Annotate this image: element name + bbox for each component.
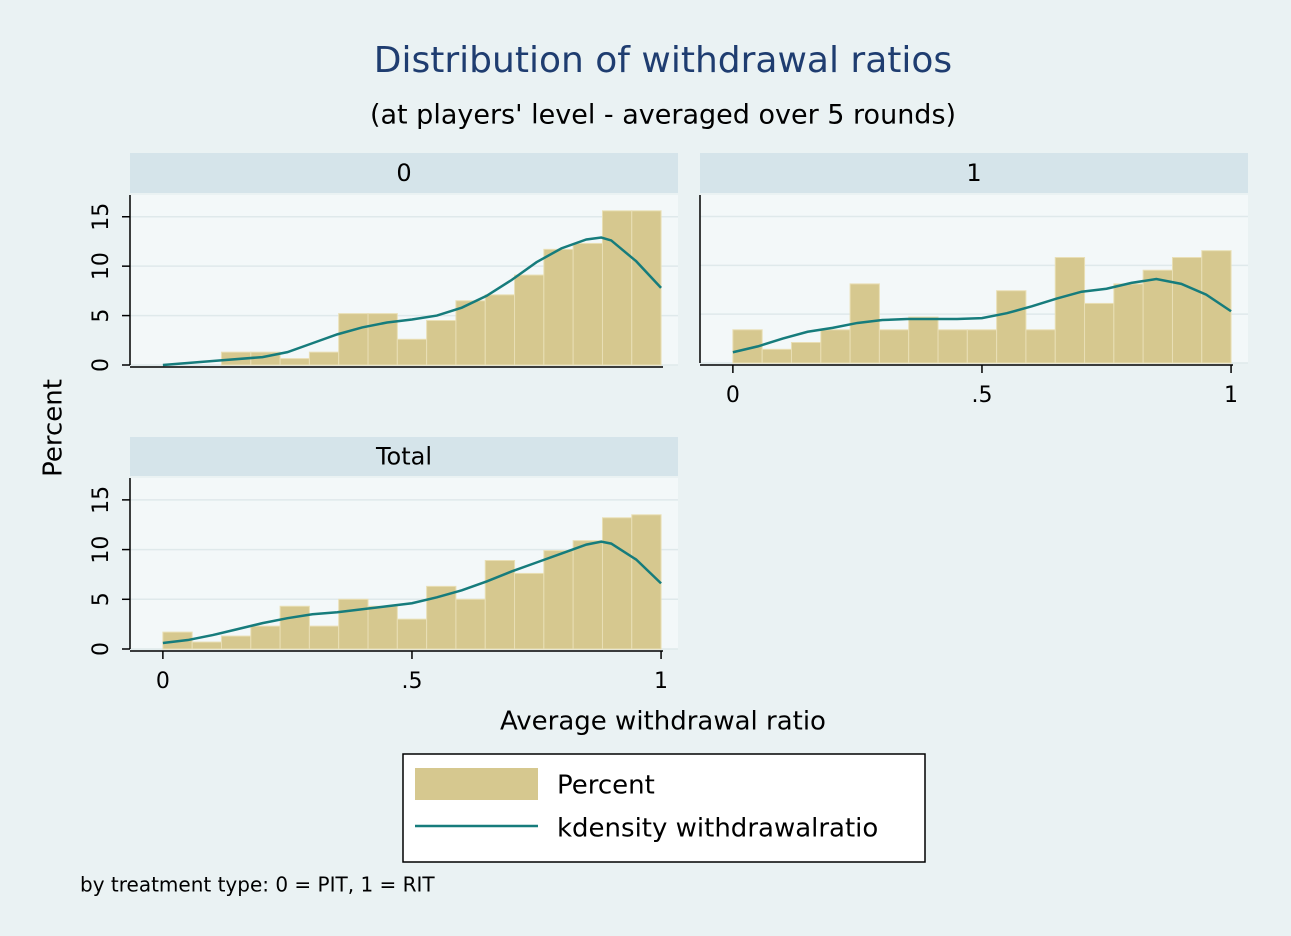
bar: [572, 540, 603, 650]
bar: [367, 605, 398, 650]
bar: [996, 290, 1027, 364]
bar: [543, 248, 574, 366]
bar: [790, 341, 822, 364]
bar: [1142, 269, 1173, 364]
y-tick-label: 10: [89, 252, 114, 280]
y-tick-label: 5: [89, 592, 114, 606]
bar: [1084, 302, 1115, 364]
x-tick-label: .5: [401, 669, 422, 694]
bar: [572, 242, 603, 366]
bar: [484, 560, 516, 650]
chart-title: Distribution of withdrawal ratios: [374, 40, 952, 81]
bar: [1054, 257, 1086, 364]
bar: [1171, 257, 1203, 364]
y-axis-label: Percent: [39, 379, 69, 477]
bar: [601, 210, 633, 366]
kdensity-line: [732, 277, 1232, 354]
bar: [250, 625, 281, 650]
y-tick-label: 0: [89, 358, 114, 372]
bar: [338, 313, 369, 366]
bar: [631, 514, 662, 650]
y-tick-label: 15: [89, 486, 114, 514]
bar: [279, 605, 310, 650]
bar: [396, 338, 428, 366]
legend-label: kdensity withdrawalratio: [557, 814, 878, 844]
legend-swatch: [415, 768, 538, 800]
kdensity-line: [162, 540, 662, 645]
y-tick-label: 0: [89, 642, 114, 656]
panel-header: [130, 153, 678, 193]
panel-title: 0: [396, 159, 411, 187]
bar: [514, 572, 545, 650]
legend-label: Percent: [557, 771, 655, 801]
bar: [514, 274, 545, 366]
bar: [308, 351, 340, 366]
y-tick-label: 10: [89, 536, 114, 564]
bar: [1025, 329, 1056, 364]
bar: [601, 517, 633, 650]
kdensity-line: [162, 236, 662, 367]
bar: [455, 300, 486, 366]
y-tick-label: 5: [89, 309, 114, 323]
bar: [191, 641, 222, 650]
panel-header: [130, 437, 678, 476]
bar: [484, 294, 516, 366]
x-tick-label: 0: [726, 383, 740, 408]
x-tick-label: 1: [654, 669, 668, 694]
bar: [1113, 283, 1144, 364]
bar: [426, 320, 457, 366]
x-tick-label: .5: [971, 383, 992, 408]
note: by treatment type: 0 = PIT, 1 = RIT: [80, 873, 435, 897]
chart-subtitle: (at players' level - averaged over 5 rou…: [370, 100, 956, 131]
panel-header: [700, 153, 1248, 193]
bar: [631, 210, 662, 366]
bar: [761, 348, 792, 364]
bar: [820, 329, 851, 364]
bar: [937, 329, 968, 364]
x-axis-label: Average withdrawal ratio: [500, 707, 826, 737]
bar: [308, 625, 340, 650]
panel-title: 1: [966, 159, 981, 187]
bar: [455, 598, 486, 650]
bar: [396, 618, 428, 650]
bar: [908, 316, 939, 364]
bar: [338, 598, 369, 650]
bar: [966, 329, 998, 364]
panel-title: Total: [375, 443, 432, 471]
x-tick-label: 1: [1224, 383, 1238, 408]
y-tick-label: 15: [89, 203, 114, 231]
bar: [878, 329, 910, 364]
bar: [220, 635, 252, 650]
bar: [543, 550, 574, 650]
bar: [279, 358, 310, 366]
x-tick-label: 0: [156, 669, 170, 694]
